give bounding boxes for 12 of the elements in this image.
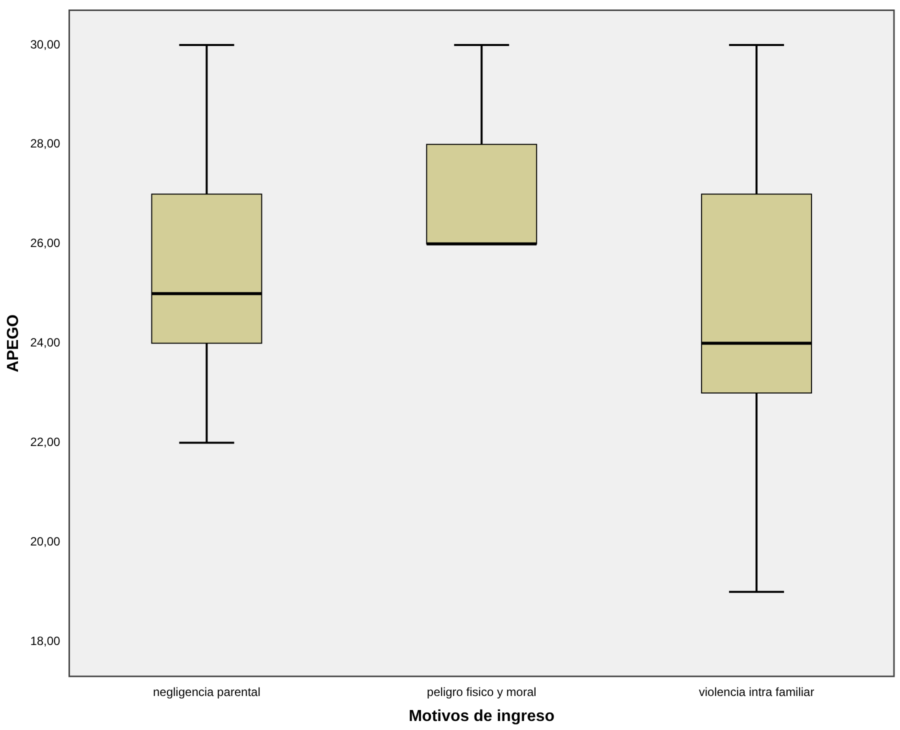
y-tick-label: 24,00 <box>30 336 61 350</box>
y-tick-label: 22,00 <box>30 435 61 450</box>
y-tick-label: 28,00 <box>30 136 61 151</box>
x-tick-label: negligencia parental <box>152 684 260 699</box>
x-tick-label: peligro fisico y moral <box>426 684 536 699</box>
x-tick-label: violencia intra familiar <box>698 684 814 699</box>
y-tick-label: 20,00 <box>30 534 61 548</box>
y-tick-label: 30,00 <box>30 37 61 52</box>
y-axis-title: APEGO <box>5 314 22 372</box>
y-tick-label: 26,00 <box>30 236 61 250</box>
x-axis-title: Motivos de ingreso <box>408 708 555 725</box>
y-tick-label: 18,00 <box>30 634 61 648</box>
